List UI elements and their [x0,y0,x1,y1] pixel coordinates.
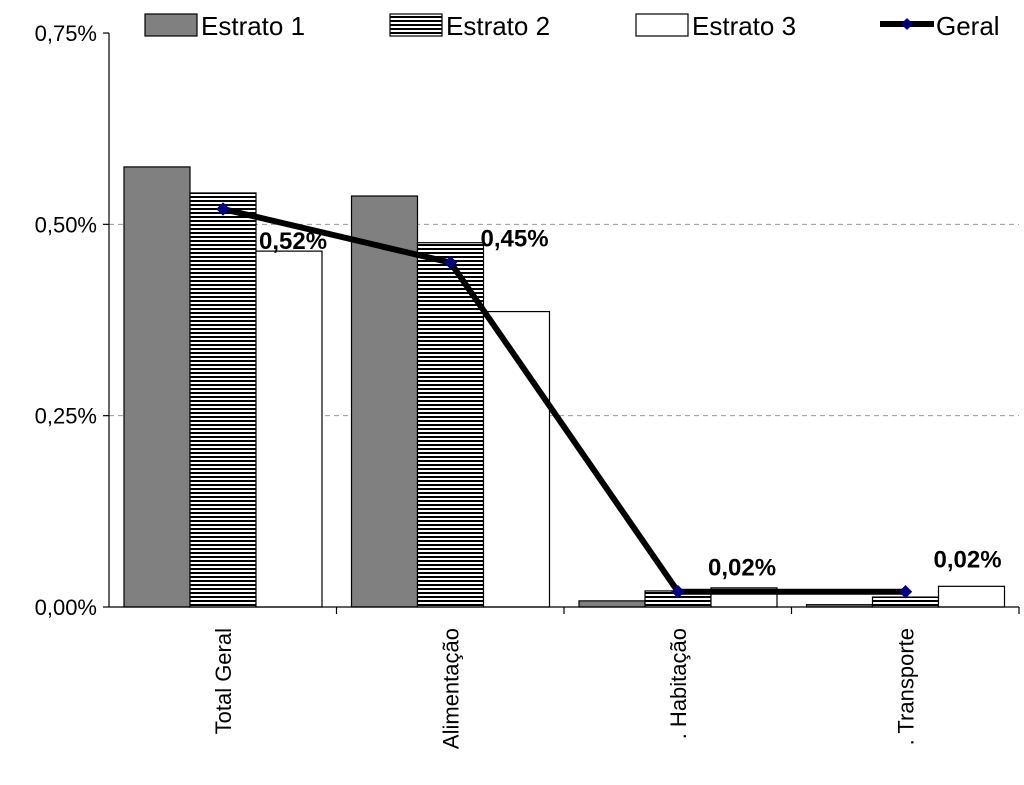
legend-swatch-1 [145,14,197,36]
bar-1-1 [124,167,190,607]
legend-line-marker [901,18,913,30]
y-tick-label: 0,50% [35,212,97,237]
x-category-label: . Transporte [894,628,919,745]
legend-label-3: Estrato 3 [692,11,796,41]
bars-layer [124,167,1005,607]
legend-swatch-2 [390,14,442,36]
bar-2-4 [873,597,939,607]
y-tick-label: 0,00% [35,595,97,620]
bar-1-2 [352,196,418,607]
y-tick-label: 0,25% [35,404,97,429]
legend-label-1: Estrato 1 [201,11,305,41]
legend: Estrato 1 Estrato 2 Estrato 3 Geral [145,11,1000,41]
bar-3-4 [939,586,1005,607]
data-label: 0,02% [934,547,1002,574]
x-category-label: . Habitação [666,628,691,739]
x-category-label: Alimentação [439,628,464,749]
bar-1-3 [579,601,645,607]
data-label: 0,52% [259,228,327,255]
legend-swatch-3 [636,14,688,36]
data-label: 0,45% [481,226,549,253]
legend-label-4: Geral [936,11,1000,41]
y-tick-label: 0,75% [35,21,97,46]
geral-line [223,209,906,592]
geral-marker [900,586,912,598]
data-label: 0,02% [708,555,776,582]
legend-label-2: Estrato 2 [446,11,550,41]
x-category-label: Total Geral [211,628,236,734]
bar-3-1 [256,251,322,607]
bar-2-1 [190,193,256,607]
